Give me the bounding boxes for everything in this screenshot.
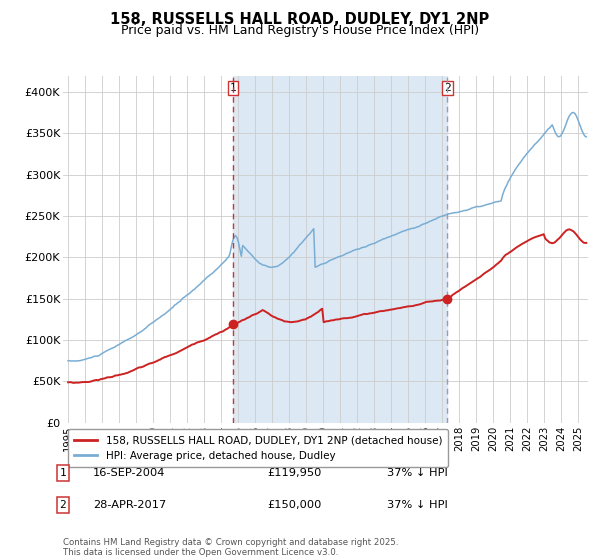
Bar bbox=[233, 76, 448, 423]
Text: 16-SEP-2004: 16-SEP-2004 bbox=[93, 468, 166, 478]
Text: £150,000: £150,000 bbox=[267, 500, 322, 510]
Text: 37% ↓ HPI: 37% ↓ HPI bbox=[387, 468, 448, 478]
Text: 28-APR-2017: 28-APR-2017 bbox=[93, 500, 166, 510]
Text: 2: 2 bbox=[59, 500, 67, 510]
Text: 158, RUSSELLS HALL ROAD, DUDLEY, DY1 2NP: 158, RUSSELLS HALL ROAD, DUDLEY, DY1 2NP bbox=[110, 12, 490, 27]
Text: 1: 1 bbox=[59, 468, 67, 478]
Text: 1: 1 bbox=[230, 83, 236, 93]
Text: 37% ↓ HPI: 37% ↓ HPI bbox=[387, 500, 448, 510]
Text: £119,950: £119,950 bbox=[267, 468, 322, 478]
Text: 2: 2 bbox=[444, 83, 451, 93]
Text: Contains HM Land Registry data © Crown copyright and database right 2025.
This d: Contains HM Land Registry data © Crown c… bbox=[63, 538, 398, 557]
Text: Price paid vs. HM Land Registry's House Price Index (HPI): Price paid vs. HM Land Registry's House … bbox=[121, 24, 479, 36]
Legend: 158, RUSSELLS HALL ROAD, DUDLEY, DY1 2NP (detached house), HPI: Average price, d: 158, RUSSELLS HALL ROAD, DUDLEY, DY1 2NP… bbox=[68, 429, 448, 467]
